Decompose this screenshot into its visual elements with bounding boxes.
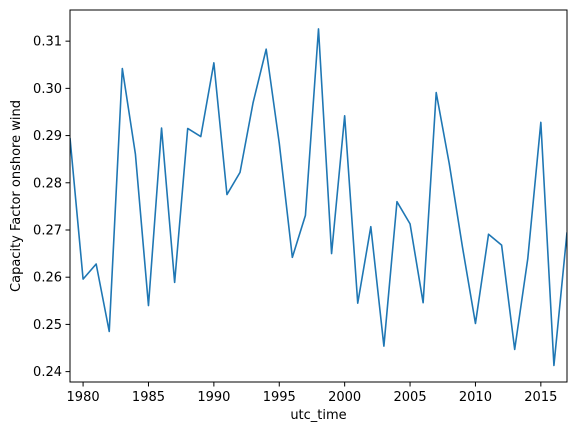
series-line (70, 28, 567, 367)
series-layer (70, 28, 567, 367)
x-tick-label: 2015 (524, 390, 557, 405)
y-tick-label: 0.31 (33, 35, 62, 50)
y-tick-label: 0.26 (33, 271, 62, 286)
y-axis-label: Capacity Factor onshore wind (9, 100, 24, 292)
y-tick-label: 0.30 (33, 82, 62, 97)
x-axis-label: utc_time (290, 408, 346, 423)
x-tick-label: 2000 (328, 390, 361, 405)
x-tick-label: 1985 (132, 390, 165, 405)
y-tick-label: 0.25 (33, 318, 62, 333)
plot-frame (69, 9, 568, 383)
x-tick-label: 2005 (394, 390, 427, 405)
x-tick-label: 2010 (459, 390, 492, 405)
y-tick-label: 0.24 (33, 365, 62, 380)
y-tick-label: 0.27 (33, 223, 62, 238)
x-tick-label: 1995 (263, 390, 296, 405)
axes: 1980 1985 1990 1995 2000 2005 2010 2015 0.24 0.25… (33, 35, 557, 405)
x-tick-label: 1990 (197, 390, 230, 405)
y-tick-label: 0.29 (33, 129, 62, 144)
y-tick-label: 0.28 (33, 176, 62, 191)
x-tick-label: 1980 (67, 390, 100, 405)
